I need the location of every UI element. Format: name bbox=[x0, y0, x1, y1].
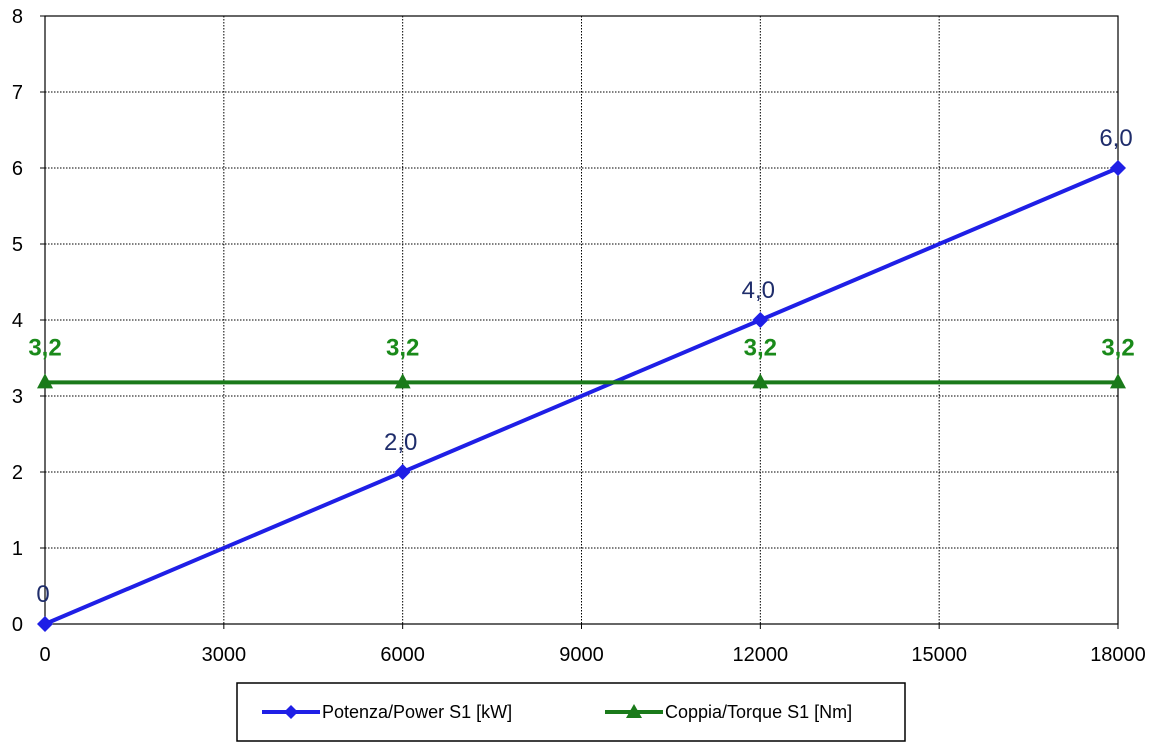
y-tick-label: 2 bbox=[12, 462, 23, 484]
legend-power-marker bbox=[284, 705, 298, 719]
series-layer bbox=[37, 160, 1126, 632]
x-tick-label: 12000 bbox=[733, 644, 789, 666]
grid bbox=[44, 15, 1119, 625]
x-tick-label: 0 bbox=[39, 644, 50, 666]
data-label-power: 4,0 bbox=[742, 277, 775, 304]
point-torque bbox=[752, 373, 769, 389]
point-power bbox=[37, 616, 53, 632]
series-line-power bbox=[44, 166, 1119, 626]
data-label-power: 6,0 bbox=[1099, 125, 1132, 152]
point-torque bbox=[37, 373, 53, 389]
data-label-torque: 3,2 bbox=[28, 334, 61, 361]
x-tick-label: 9000 bbox=[559, 644, 604, 666]
legend-entry-torque: Coppia/Torque S1 [Nm] bbox=[605, 702, 852, 722]
x-tick-label: 3000 bbox=[202, 644, 247, 666]
y-tick-label: 8 bbox=[12, 6, 23, 28]
data-label-power: 2,0 bbox=[384, 429, 417, 456]
y-tick-label: 7 bbox=[12, 82, 23, 104]
y-tick-label: 0 bbox=[12, 614, 23, 636]
y-tick-label: 6 bbox=[12, 158, 23, 180]
y-tick-label: 4 bbox=[12, 310, 23, 332]
legend-torque-label: Coppia/Torque S1 [Nm] bbox=[665, 702, 852, 722]
point-power bbox=[394, 464, 411, 480]
x-tick-label: 18000 bbox=[1090, 644, 1146, 666]
data-label-torque: 3,2 bbox=[744, 334, 777, 361]
legend-entry-power: Potenza/Power S1 [kW] bbox=[262, 702, 512, 722]
y-tick-label: 1 bbox=[12, 538, 23, 560]
data-label-torque: 3,2 bbox=[1101, 334, 1134, 361]
x-tick-label: 6000 bbox=[380, 644, 425, 666]
x-tick-label: 15000 bbox=[911, 644, 967, 666]
data-label-torque: 3,2 bbox=[386, 334, 419, 361]
data-label-power: 0 bbox=[36, 581, 49, 608]
y-tick-label: 3 bbox=[12, 386, 23, 408]
legend-torque-marker bbox=[626, 704, 642, 718]
point-torque bbox=[1110, 373, 1126, 389]
legend-power-label: Potenza/Power S1 [kW] bbox=[322, 702, 512, 722]
point-power bbox=[752, 312, 769, 328]
point-torque bbox=[394, 373, 411, 389]
point-power bbox=[1110, 160, 1126, 176]
legend-box bbox=[236, 682, 906, 742]
data-labels: 0 2,0 4,0 6,0 3,2 3,2 3,2 3,2 bbox=[28, 125, 1134, 608]
legend: Potenza/Power S1 [kW] Coppia/Torque S1 [… bbox=[236, 682, 906, 742]
y-tick-label: 5 bbox=[12, 234, 23, 256]
